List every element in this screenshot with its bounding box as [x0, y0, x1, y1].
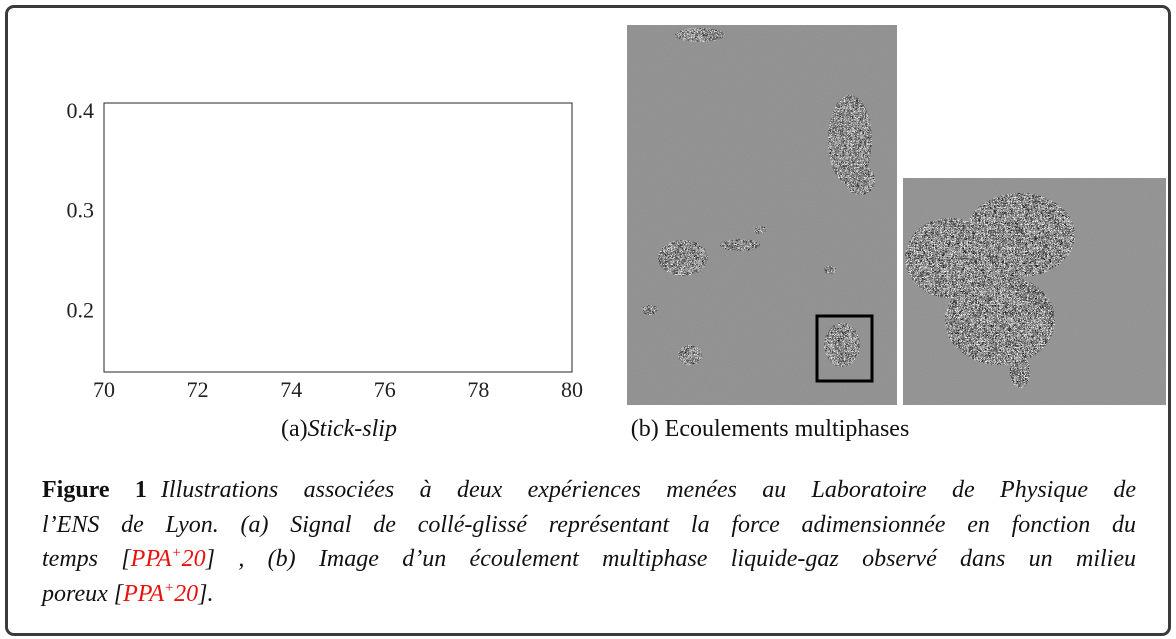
caption-line: poreux [PPA+20].	[42, 577, 1136, 612]
caption-label: Figure 1	[42, 477, 147, 503]
caption-text: ].	[198, 580, 214, 607]
caption-line: temps [PPA+20] , (b) Image d’un écouleme…	[42, 542, 1136, 577]
caption-text: poreux [	[42, 580, 124, 607]
figure-frame	[5, 5, 1171, 636]
x-tick-label: 74	[280, 377, 302, 402]
y-tick-label: 0.3	[67, 198, 95, 223]
y-tick-label: 0.4	[67, 98, 95, 123]
zoom-image	[903, 178, 1166, 405]
x-tick-label: 70	[93, 377, 115, 402]
x-tick-label: 80	[561, 377, 583, 402]
caption-text: l’ENS de Lyon. (a) Signal de collé-gliss…	[42, 511, 1136, 538]
figure-caption: Figure 1 Illustrations associées à deux e…	[42, 473, 1136, 611]
panel-label: (a)	[281, 416, 308, 442]
y-tick-label: 0.2	[67, 297, 95, 322]
citation-year: 20	[181, 546, 206, 572]
plot-area	[103, 102, 573, 373]
panel-title: Stick-slip	[307, 416, 397, 442]
caption-text: ] , (b) Image d’un écoulement multiphase…	[205, 546, 1136, 572]
x-tick-label: 78	[467, 377, 489, 402]
subcaption-b: (b) Ecoulements multiphases	[631, 416, 910, 443]
panel-title: Ecoulements multiphases	[664, 416, 910, 442]
citation-sup: +	[171, 545, 182, 561]
x-tick-label: 76	[374, 377, 396, 402]
panel-label: (b)	[630, 416, 659, 442]
flow-image	[627, 25, 897, 405]
caption-line: l’ENS de Lyon. (a) Signal de collé-gliss…	[42, 508, 1136, 543]
caption-line: Figure 1 Illustrations associées à deux e…	[42, 473, 1136, 508]
citation[interactable]: PPA+20	[123, 579, 199, 607]
citation-sup: +	[163, 579, 175, 596]
subcaption-a: (a)Stick-slip	[281, 416, 397, 443]
caption-text: Illustrations associées à deux expérienc…	[160, 477, 1137, 503]
x-tick-label: 72	[187, 377, 209, 402]
caption-text: temps [	[42, 546, 131, 572]
citation-year: 20	[174, 580, 199, 607]
citation-key: PPA	[123, 580, 164, 607]
citation[interactable]: PPA+20	[130, 545, 206, 573]
citation-key: PPA	[130, 546, 172, 572]
